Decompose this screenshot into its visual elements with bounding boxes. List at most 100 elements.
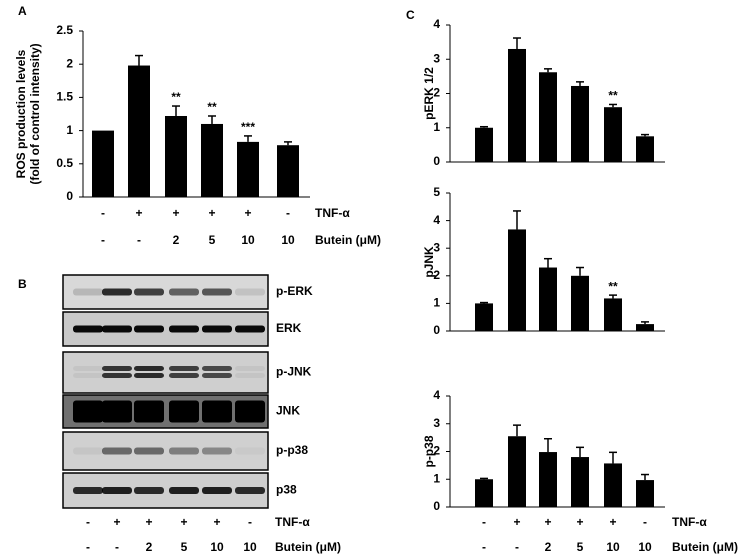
error-bar bbox=[576, 446, 584, 458]
blot-band bbox=[202, 366, 232, 371]
x-category-label: 10 bbox=[210, 540, 224, 554]
bar bbox=[237, 141, 259, 197]
blot-band bbox=[73, 487, 103, 494]
significance-mark: *** bbox=[241, 120, 255, 134]
error-bar bbox=[284, 141, 292, 146]
significance-mark: ** bbox=[608, 279, 618, 293]
bar bbox=[539, 267, 557, 331]
x-category-label: + bbox=[576, 515, 583, 529]
blot-band bbox=[73, 447, 103, 455]
error-bar bbox=[244, 135, 252, 142]
error-bar bbox=[544, 437, 552, 453]
y-axis-label: (fold of control intensity) bbox=[28, 43, 42, 184]
error-bar bbox=[513, 210, 521, 230]
y-tick-label: 1.5 bbox=[56, 90, 73, 104]
bar bbox=[508, 48, 526, 162]
error-bar bbox=[480, 477, 488, 480]
blot-band bbox=[235, 373, 265, 378]
y-tick-label: 3 bbox=[433, 51, 440, 65]
x-category-label: - bbox=[86, 515, 90, 529]
y-tick-label: 4 bbox=[433, 388, 440, 402]
blot-row-label: p-p38 bbox=[276, 443, 308, 457]
blot-band bbox=[102, 373, 132, 378]
error-bar bbox=[172, 105, 180, 116]
x-category-label: - bbox=[515, 540, 519, 554]
y-tick-label: 1 bbox=[66, 123, 73, 137]
blot-band bbox=[202, 400, 232, 423]
x-category-label: - bbox=[643, 515, 647, 529]
blot-band bbox=[134, 288, 164, 296]
blot-band bbox=[202, 487, 232, 494]
y-tick-label: 2 bbox=[433, 268, 440, 282]
error-bar bbox=[513, 37, 521, 49]
error-bar bbox=[609, 451, 617, 464]
y-tick-label: 0 bbox=[433, 154, 440, 168]
blot-box bbox=[62, 431, 269, 471]
x-category-label: - bbox=[101, 233, 105, 247]
blot-row-label: p-ERK bbox=[276, 284, 313, 298]
blot-band bbox=[169, 487, 199, 494]
blot-band bbox=[102, 366, 132, 371]
bar bbox=[128, 65, 150, 197]
bar bbox=[475, 127, 493, 162]
x-category-label: - bbox=[115, 540, 119, 554]
y-axis-label: p-p38 bbox=[422, 435, 436, 467]
significance-mark: ** bbox=[608, 89, 618, 103]
bar bbox=[539, 452, 557, 507]
x-category-label: + bbox=[145, 515, 152, 529]
blot-band bbox=[134, 400, 164, 423]
x-category-label: - bbox=[86, 540, 90, 554]
bar bbox=[636, 324, 654, 331]
error-bar bbox=[208, 115, 216, 124]
x-row-label: Butein (μM) bbox=[672, 540, 738, 554]
blot-band bbox=[134, 373, 164, 378]
x-category-label: 10 bbox=[606, 540, 620, 554]
bar bbox=[636, 136, 654, 162]
x-row-label: Butein (μM) bbox=[315, 233, 381, 247]
x-category-label: - bbox=[137, 233, 141, 247]
y-tick-label: 2 bbox=[66, 56, 73, 70]
x-category-label: + bbox=[609, 515, 616, 529]
blot-band bbox=[73, 325, 103, 333]
blot-band bbox=[134, 447, 164, 455]
blot-band bbox=[169, 288, 199, 296]
blot-band bbox=[235, 325, 265, 333]
error-bar bbox=[544, 68, 552, 73]
bar bbox=[508, 229, 526, 331]
x-category-label: 5 bbox=[209, 233, 216, 247]
y-axis-label: pJNK bbox=[422, 246, 436, 278]
blot-band bbox=[73, 288, 103, 296]
blot-row-label: p-JNK bbox=[276, 365, 312, 379]
x-category-label: + bbox=[135, 206, 142, 220]
blot-band bbox=[102, 487, 132, 494]
y-tick-label: 3 bbox=[433, 240, 440, 254]
significance-mark: ** bbox=[207, 100, 217, 114]
blot-band bbox=[202, 325, 232, 333]
y-tick-label: 1 bbox=[433, 471, 440, 485]
blot-box bbox=[62, 274, 269, 310]
error-bar bbox=[609, 294, 617, 299]
x-category-label: + bbox=[113, 515, 120, 529]
x-category-label: + bbox=[180, 515, 187, 529]
x-category-label: + bbox=[208, 206, 215, 220]
x-category-label: 10 bbox=[638, 540, 652, 554]
y-tick-label: 2.5 bbox=[56, 23, 73, 37]
x-row-label: TNF-α bbox=[275, 515, 310, 529]
y-tick-label: 0 bbox=[433, 323, 440, 337]
y-tick-label: 4 bbox=[433, 213, 440, 227]
blot-band bbox=[235, 487, 265, 494]
y-tick-label: 0 bbox=[433, 499, 440, 513]
blot-band bbox=[169, 366, 199, 371]
error-bar bbox=[641, 473, 649, 481]
error-bar bbox=[480, 125, 488, 128]
blot-band bbox=[169, 400, 199, 423]
x-category-label: - bbox=[248, 515, 252, 529]
panel-label: A bbox=[18, 4, 27, 18]
error-bar bbox=[544, 257, 552, 268]
x-category-label: 10 bbox=[243, 540, 257, 554]
x-category-label: 2 bbox=[146, 540, 153, 554]
x-category-label: 5 bbox=[577, 540, 584, 554]
bar bbox=[92, 130, 114, 197]
bar bbox=[508, 436, 526, 507]
